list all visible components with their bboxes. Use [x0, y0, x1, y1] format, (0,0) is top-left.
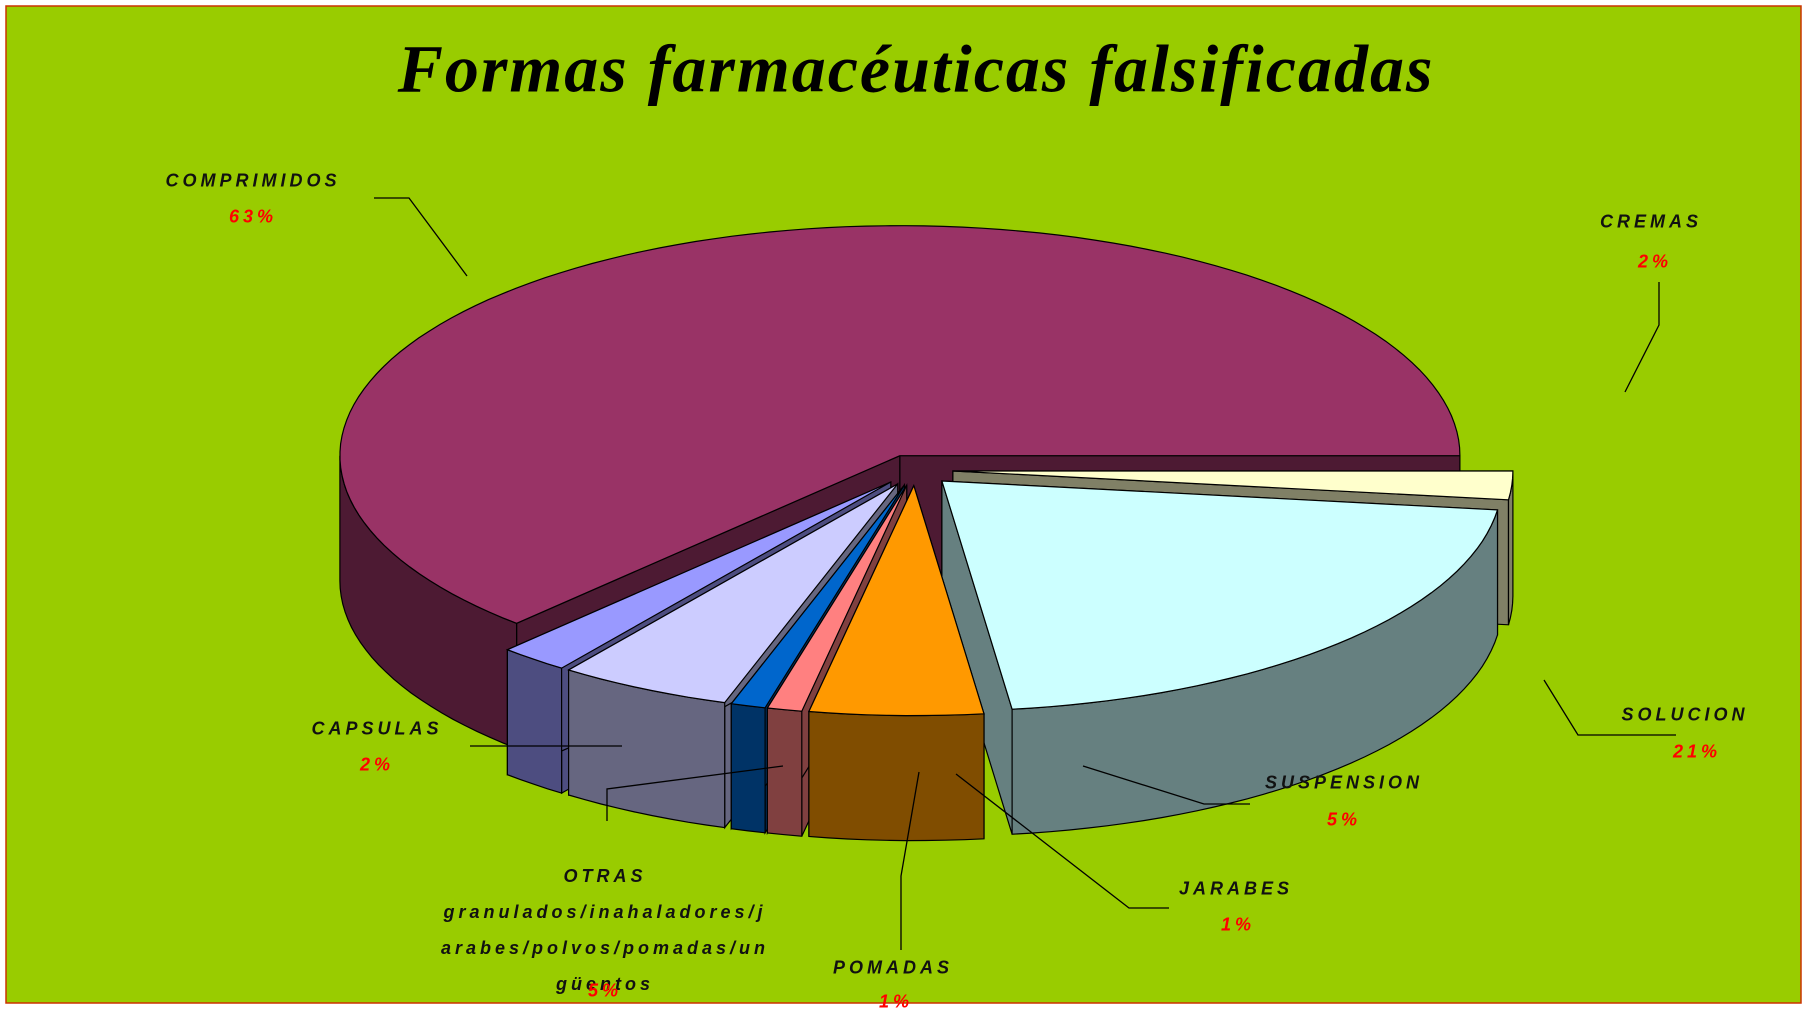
slice-top	[807, 483, 985, 717]
slice-top	[730, 484, 905, 709]
leader-line	[955, 773, 1169, 909]
value-label: 63%	[228, 206, 278, 227]
category-label: CREMAS	[1599, 211, 1703, 232]
leader-line	[1624, 282, 1660, 393]
leader-line	[1082, 765, 1250, 805]
slice-top	[952, 470, 1514, 501]
leader-line	[374, 197, 468, 277]
slice-wall	[730, 703, 766, 834]
chart-title: Formas farmacéuticas falsificadas	[397, 30, 1435, 107]
category-label: POMADAS	[832, 957, 954, 978]
value-label: 5%	[1326, 809, 1362, 830]
category-label: SUSPENSION	[1264, 772, 1424, 793]
leader-line	[606, 765, 784, 821]
slice-top	[505, 481, 892, 669]
slice-wall	[506, 648, 563, 794]
slice-top	[941, 480, 1499, 710]
value-label: 5%	[587, 980, 623, 1001]
slice-top	[567, 483, 899, 704]
slice-top	[766, 484, 908, 712]
leader-line	[1543, 679, 1676, 736]
slice-wall	[766, 707, 803, 837]
category-label: OTRAS granulados/inahaladores/jarabes/po…	[440, 866, 770, 994]
value-label: 2%	[359, 754, 395, 775]
value-label: 21%	[1672, 741, 1722, 762]
category-label: CAPSULAS	[311, 718, 443, 739]
leader-line	[900, 771, 920, 950]
slice-top	[339, 225, 1461, 624]
value-label: 2%	[1637, 251, 1673, 272]
category-label: JARABES	[1178, 878, 1294, 899]
category-label: SOLUCION	[1621, 704, 1749, 725]
category-label: COMPRIMIDOS	[165, 170, 341, 191]
value-label: 1%	[1220, 914, 1256, 935]
value-label: 1%	[878, 991, 914, 1012]
